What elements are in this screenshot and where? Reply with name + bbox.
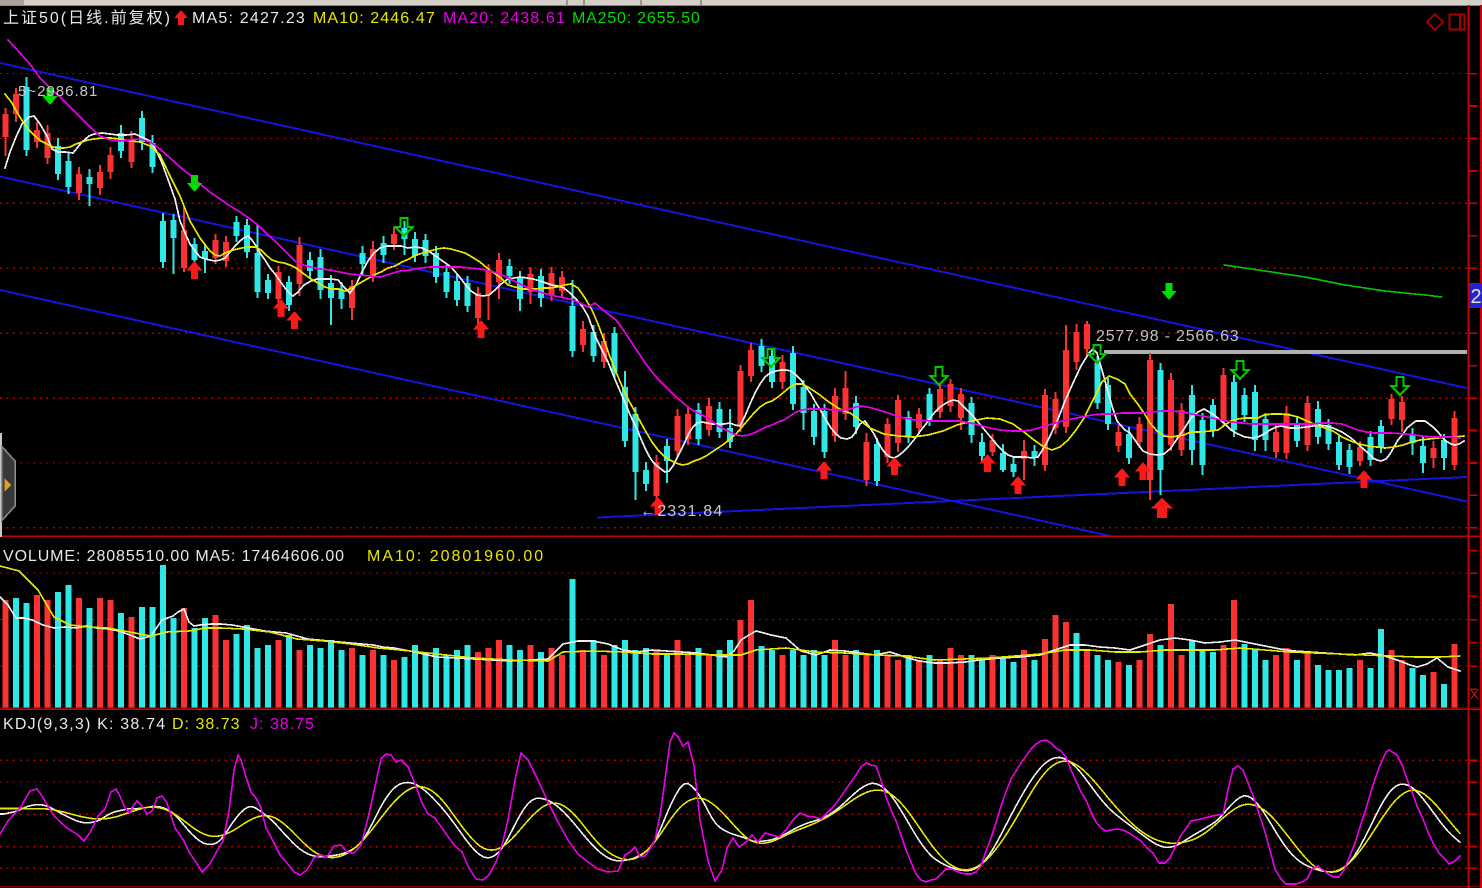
svg-text:2577.98 - 2566.63: 2577.98 - 2566.63 bbox=[1096, 328, 1240, 345]
svg-text:上证50(日线.前复权): 上证50(日线.前复权) bbox=[3, 9, 172, 27]
svg-text:KDJ(9,3,3) K: 38.74: KDJ(9,3,3) K: 38.74 bbox=[3, 716, 166, 733]
svg-text:MA250: 2655.50: MA250: 2655.50 bbox=[572, 10, 701, 27]
svg-text:MA10: 20801960.00: MA10: 20801960.00 bbox=[367, 548, 545, 565]
svg-text:←2331.84: ←2331.84 bbox=[640, 503, 723, 520]
svg-text:MA10: 2446.47: MA10: 2446.47 bbox=[313, 10, 436, 27]
svg-text:MA5: 2427.23: MA5: 2427.23 bbox=[192, 10, 306, 27]
svg-text:J: 38.75: J: 38.75 bbox=[250, 716, 315, 733]
svg-text:26: 26 bbox=[1471, 286, 1482, 308]
svg-text:5~2986.81: 5~2986.81 bbox=[18, 83, 98, 100]
svg-text:D: 38.73: D: 38.73 bbox=[172, 716, 240, 733]
svg-text:X: X bbox=[1470, 687, 1479, 702]
svg-text:VOLUME: 28085510.00 MA5: 1746: VOLUME: 28085510.00 MA5: 17464606.00 bbox=[3, 548, 345, 565]
svg-text:MA20: 2438.61: MA20: 2438.61 bbox=[443, 10, 566, 27]
